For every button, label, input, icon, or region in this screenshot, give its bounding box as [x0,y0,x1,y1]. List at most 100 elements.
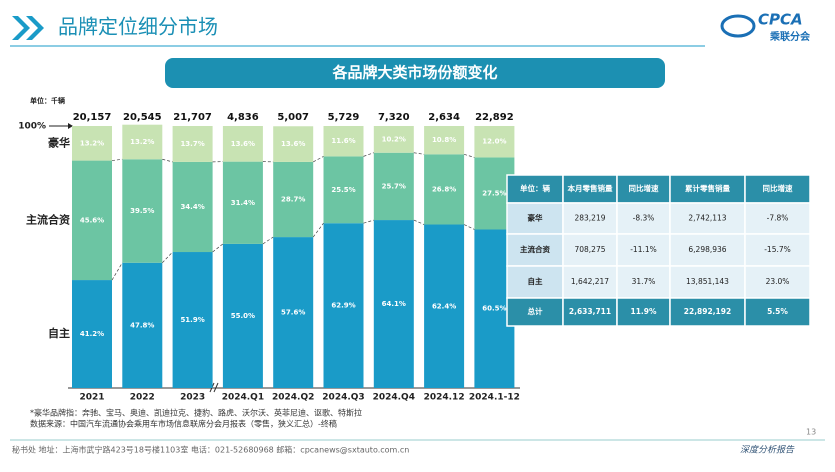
bar-segment [72,126,112,161]
x-tick-label: 2024.Q4 [373,393,415,403]
legend-label: 自主 [48,326,70,340]
table-text: 5.5% [767,307,788,316]
x-tick-label: 2024.1-12 [469,393,520,403]
table-text: -11.1% [630,245,657,254]
bar-segment [424,154,465,225]
legend-label: 豪华 [48,135,70,149]
total-label: 2,634 [428,112,460,123]
bar-segment [172,161,213,253]
value-label: 34.4% [180,203,204,211]
value-label: 13.2% [130,138,154,146]
total-label: 21,707 [173,112,212,123]
value-label: 47.8% [130,321,154,329]
table-text: 主流合资 [520,244,550,254]
table-text: 708,275 [574,245,605,254]
table-cell [669,297,746,327]
value-label: 25.5% [331,186,355,194]
bar-segment [373,126,414,153]
legend-label: 主流合资 [26,212,70,226]
table-text: 单位：辆 [520,183,550,193]
bar-segment [273,126,314,162]
connector [463,153,475,158]
value-label: 10.2% [382,135,406,143]
table-cell [669,174,746,204]
table-cell [744,265,811,299]
bar-segment [172,126,213,162]
table-cell [506,297,564,327]
bar-segment [424,224,465,388]
bar-segment [172,252,213,388]
connector [111,262,123,281]
x-tick-label: 2024.12 [424,393,465,403]
value-label: 13.2% [80,139,104,147]
footer-report: 深度分析报告 [740,445,795,456]
value-label: 55.0% [231,312,255,320]
x-tick-label: 2021 [79,393,104,403]
value-label: 28.7% [281,195,305,203]
table-cell [616,297,671,327]
table-text: 2,742,113 [688,214,726,223]
table-cell [506,174,564,204]
table-text: -15.7% [764,245,791,254]
connector [162,158,173,163]
x-tick-label: 2024.Q2 [272,393,314,403]
table-text: 同比增速 [629,183,659,193]
table-text: 自主 [528,276,543,286]
bar-segment [122,124,163,160]
connector [363,219,374,224]
bar-segment [273,161,314,238]
total-label: 20,545 [123,112,162,123]
value-label: 13.7% [180,140,204,148]
value-label: 26.8% [432,185,456,193]
value-label: 51.9% [180,316,204,324]
value-label: 39.5% [130,207,154,215]
value-label: 45.6% [80,216,104,224]
value-label: 64.1% [382,300,406,308]
bar-segment [373,220,414,388]
value-label: 11.6% [331,137,355,145]
table-text: 累计零售销量 [685,183,730,193]
value-label: 60.5% [482,305,506,313]
connector [363,152,374,157]
bar-segment [474,126,515,158]
total-label: 4,836 [227,112,259,123]
bar-segment [72,160,112,281]
table-cell [506,202,564,235]
table-text: 2,633,711 [569,307,611,316]
arrow-head [68,123,73,129]
page-title: 品牌定位细分市场 [58,15,218,39]
total-label: 7,320 [378,112,410,123]
table-text: 本月零售销量 [567,183,613,193]
y-tick-label: 100% [18,122,46,132]
header-icon [12,16,44,40]
total-label: 5,007 [277,112,309,123]
table-text: -7.8% [767,214,789,223]
table-text: 23.0% [766,277,790,286]
value-label: 13.6% [281,140,305,148]
total-label: 5,729 [328,112,360,123]
bar-segment [323,126,364,157]
value-label: 13.6% [231,140,255,148]
table-text: 22,892,192 [684,307,731,316]
banner [165,58,665,88]
bar-segment [122,159,163,263]
value-label: 25.7% [382,182,406,190]
table-text: -8.3% [633,214,655,223]
x-tick-label: 2023 [180,393,205,403]
footer-address: 秘书处 地址：上海市武宁路423号18号楼1103室 电话：021-526809… [12,445,409,455]
value-label: 27.5% [482,189,506,197]
bar-segment [222,243,263,388]
connector [111,158,123,161]
connector [312,222,324,238]
logo: CPCA [758,11,803,29]
table-text: 同比增速 [763,183,793,193]
table-text: 6,298,936 [688,245,726,254]
table-cell [744,202,811,235]
table-cell [744,174,811,204]
value-label: 12.0% [482,138,506,146]
connector [262,236,274,245]
x-tick-label: 2024.Q3 [322,393,364,403]
unit: 单位：千辆 [30,96,65,105]
table-text: 31.7% [632,277,656,286]
